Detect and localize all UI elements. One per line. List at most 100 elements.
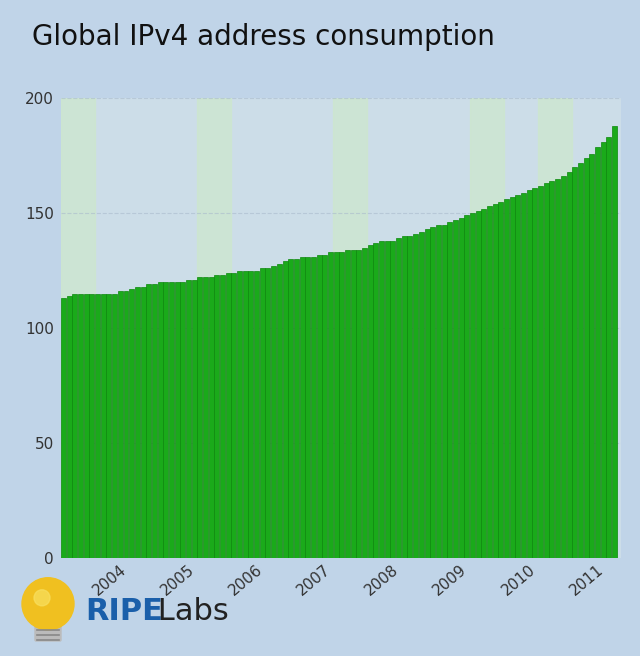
Bar [163, 282, 168, 558]
Bar [527, 190, 532, 558]
Bar [305, 256, 310, 558]
Bar [237, 270, 242, 558]
Bar [402, 236, 407, 558]
Bar [430, 227, 435, 558]
Bar [277, 264, 282, 558]
Bar [67, 296, 72, 558]
Bar [266, 268, 271, 558]
Bar [311, 256, 316, 558]
Bar [282, 261, 287, 558]
Bar [106, 294, 111, 558]
Bar [532, 188, 538, 558]
Circle shape [22, 578, 74, 630]
Bar [339, 252, 344, 558]
Bar [373, 243, 378, 558]
Bar [129, 289, 134, 558]
Bar [396, 238, 401, 558]
Bar [203, 277, 208, 558]
Bar [385, 241, 390, 558]
Bar [317, 255, 322, 558]
Bar [226, 273, 231, 558]
Bar [390, 241, 396, 558]
Bar [90, 294, 95, 558]
Bar [220, 276, 225, 558]
FancyBboxPatch shape [35, 623, 61, 641]
Bar [61, 298, 66, 558]
Bar [578, 163, 583, 558]
Bar [328, 252, 333, 558]
Bar [95, 294, 100, 558]
Bar [470, 213, 475, 558]
Bar [146, 285, 151, 558]
Bar [555, 178, 560, 558]
Bar [112, 294, 117, 558]
Bar [606, 137, 611, 558]
Bar [509, 197, 515, 558]
Bar [61, 98, 95, 558]
Bar [214, 276, 220, 558]
Bar [294, 259, 299, 558]
Bar [595, 146, 600, 558]
Bar [470, 98, 504, 558]
Bar [544, 183, 548, 558]
Bar [550, 181, 554, 558]
Bar [459, 218, 463, 558]
Bar [447, 222, 452, 558]
Bar [538, 186, 543, 558]
Bar [175, 282, 180, 558]
Bar [157, 282, 163, 558]
Bar [561, 176, 566, 558]
Bar [186, 279, 191, 558]
Bar [232, 273, 236, 558]
Bar [368, 245, 372, 558]
Bar [481, 209, 486, 558]
Bar [419, 232, 424, 558]
Bar [476, 211, 481, 558]
Bar [362, 247, 367, 558]
Bar [323, 255, 327, 558]
Text: Global IPv4 address consumption: Global IPv4 address consumption [32, 23, 495, 51]
Bar [408, 236, 412, 558]
Bar [152, 285, 157, 558]
Bar [413, 234, 418, 558]
Bar [351, 250, 356, 558]
Bar [493, 204, 498, 558]
Bar [600, 142, 605, 558]
Bar [333, 98, 367, 558]
Bar [379, 241, 384, 558]
Bar [248, 270, 253, 558]
Bar [345, 250, 350, 558]
Bar [356, 250, 362, 558]
Bar [118, 291, 123, 558]
Bar [243, 270, 248, 558]
Bar [436, 224, 441, 558]
Bar [135, 287, 140, 558]
Bar [521, 193, 526, 558]
Bar [442, 224, 447, 558]
Bar [487, 206, 492, 558]
Bar [209, 277, 214, 558]
Text: Labs: Labs [148, 598, 228, 626]
Bar [271, 266, 276, 558]
Bar [72, 294, 77, 558]
Bar [566, 172, 572, 558]
Bar [300, 256, 305, 558]
Bar [191, 279, 196, 558]
Bar [197, 277, 202, 558]
Bar [100, 294, 106, 558]
Bar [84, 294, 89, 558]
Bar [538, 98, 572, 558]
Bar [499, 201, 503, 558]
Bar [515, 195, 520, 558]
Bar [197, 98, 231, 558]
Bar [612, 126, 617, 558]
Bar [254, 270, 259, 558]
Bar [141, 287, 145, 558]
Bar [78, 294, 83, 558]
Bar [169, 282, 174, 558]
Bar [333, 252, 339, 558]
Bar [424, 229, 429, 558]
Bar [288, 259, 293, 558]
Bar [589, 154, 594, 558]
Text: RIPE: RIPE [85, 598, 163, 626]
